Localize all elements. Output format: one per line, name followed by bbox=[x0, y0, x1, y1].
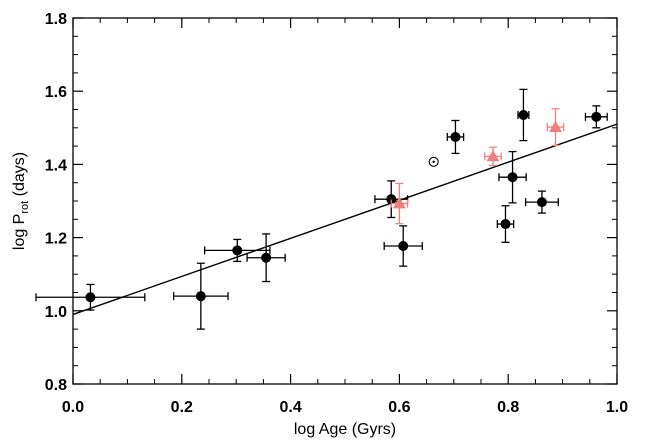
circle-marker bbox=[518, 109, 529, 120]
star-point bbox=[498, 150, 527, 204]
x-axis-title: log Age (Gyrs) bbox=[294, 421, 396, 438]
fit-line bbox=[72, 123, 618, 316]
star-point bbox=[446, 119, 465, 155]
y-tick-label: 1.2 bbox=[45, 231, 67, 248]
circle-marker bbox=[232, 245, 243, 256]
circle-marker bbox=[591, 111, 602, 122]
x-tick-label: 0.4 bbox=[279, 399, 301, 416]
sun-dot bbox=[432, 160, 435, 164]
star-point bbox=[203, 238, 271, 263]
triangle-point bbox=[484, 146, 502, 167]
triangle-marker bbox=[486, 149, 500, 162]
circle-marker bbox=[386, 194, 397, 205]
data-points-layer bbox=[35, 88, 608, 330]
y-axis-title-subscript: rot bbox=[19, 201, 31, 214]
circle-marker bbox=[450, 131, 461, 142]
x-tick-label: 0.0 bbox=[62, 399, 84, 416]
triangle-point bbox=[546, 108, 565, 147]
x-tick-label: 0.2 bbox=[171, 399, 193, 416]
triangle-marker bbox=[549, 120, 563, 132]
star-point bbox=[383, 225, 423, 267]
star-point bbox=[496, 205, 515, 244]
star-point bbox=[524, 190, 559, 214]
y-tick-label: 1.4 bbox=[45, 157, 67, 174]
circle-marker bbox=[500, 219, 511, 230]
x-tick-label: 0.8 bbox=[497, 399, 519, 416]
plot-frame bbox=[72, 17, 618, 385]
star-point bbox=[584, 105, 608, 129]
axis-ticks bbox=[72, 17, 618, 385]
star-point bbox=[517, 88, 530, 142]
fit-line-layer bbox=[72, 123, 618, 316]
y-axis-title-suffix: (days) bbox=[11, 152, 28, 201]
x-tick-label: 0.6 bbox=[388, 399, 410, 416]
x-tick-label: 1.0 bbox=[606, 399, 628, 416]
star-point bbox=[374, 180, 409, 219]
y-tick-label: 1.8 bbox=[45, 11, 67, 28]
y-tick-label: 0.8 bbox=[45, 377, 67, 394]
tick-labels-layer: 0.0 0.2 0.4 0.6 0.8 1.0 0.8 1.0 1.2 1.4 1.6 1.8 bbox=[45, 11, 628, 416]
triangle-point bbox=[390, 182, 409, 225]
circle-marker bbox=[536, 197, 547, 208]
y-tick-label: 1.6 bbox=[45, 84, 67, 101]
y-axis-title-prefix: log P bbox=[11, 214, 28, 250]
y-tick-label: 1.0 bbox=[45, 304, 67, 321]
star-point bbox=[35, 283, 146, 311]
star-point bbox=[246, 233, 286, 283]
circle-marker bbox=[398, 241, 409, 252]
triangle-marker bbox=[392, 197, 406, 209]
circle-marker bbox=[195, 291, 206, 302]
y-axis-title: log Prot (days) bbox=[11, 152, 31, 250]
sun-symbol bbox=[428, 156, 439, 167]
circle-marker bbox=[261, 252, 272, 263]
circle-marker bbox=[85, 292, 96, 303]
circle-marker bbox=[507, 172, 518, 183]
star-point bbox=[172, 262, 229, 330]
